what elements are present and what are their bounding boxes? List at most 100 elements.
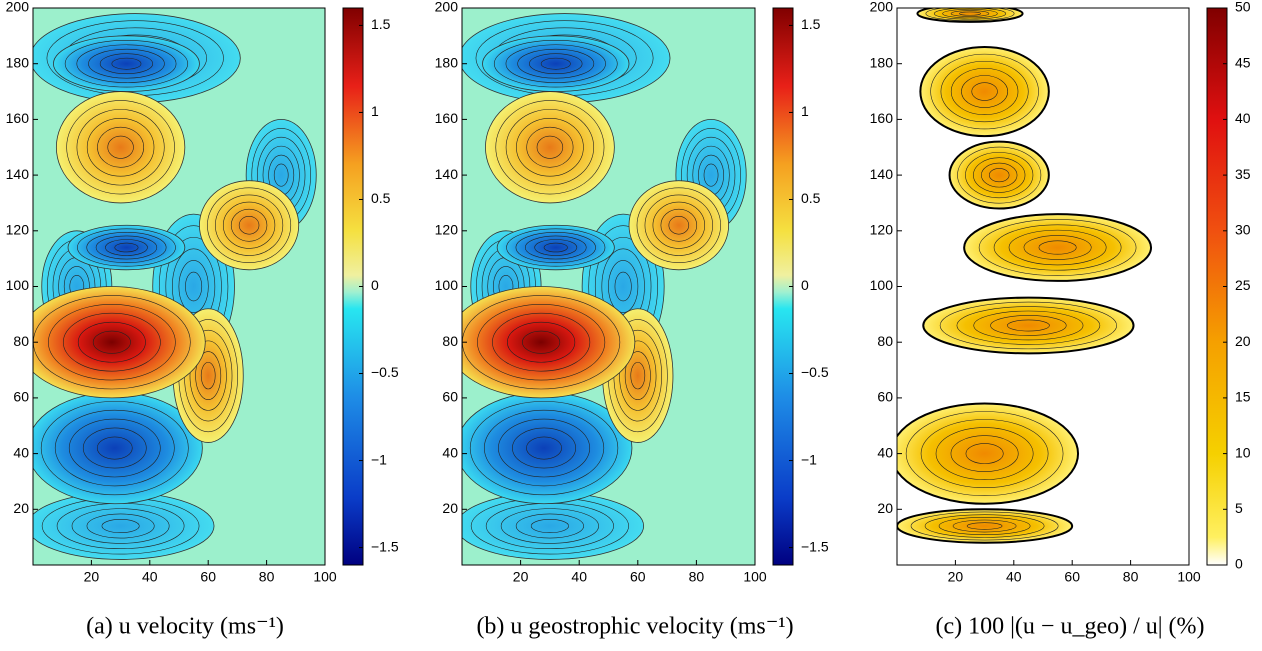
contour-line <box>993 224 1122 271</box>
contour-line <box>86 117 155 177</box>
y-tick-label: 140 <box>6 166 30 182</box>
x-tick-label: 100 <box>743 569 767 585</box>
contour-line <box>105 239 148 256</box>
contour-region <box>485 91 615 204</box>
contour-field <box>897 8 1189 565</box>
contour-line <box>483 409 605 487</box>
colorbar-tick-label: 0.5 <box>371 190 391 206</box>
contour-region <box>948 140 1050 210</box>
colorbar-tick-label: −1 <box>371 451 387 467</box>
contour-line <box>77 321 146 363</box>
y-tick-label: 140 <box>870 166 894 182</box>
contour-line <box>939 301 1118 350</box>
contour-line <box>920 419 1049 488</box>
colorbar-tick-label: 1.5 <box>801 16 821 32</box>
contour-region <box>963 213 1153 282</box>
contour-line <box>526 126 574 168</box>
contour-line <box>273 163 289 187</box>
contour-line <box>668 216 690 235</box>
contour-line <box>40 400 189 496</box>
contour-line <box>97 126 145 168</box>
contour-region <box>897 508 1074 544</box>
panel: 20 40 60 80 100 20 40 60 80 100 120 140 160 180 200 0 5 1… <box>870 0 1251 640</box>
x-tick-label: 20 <box>84 569 100 585</box>
contour-line <box>965 443 1004 464</box>
contour-line <box>942 8 998 19</box>
contour-line <box>516 117 584 177</box>
colorbar-tick-label: 50 <box>1235 0 1251 15</box>
y-tick-label: 120 <box>6 222 30 238</box>
contour-line <box>493 40 618 88</box>
y-tick-label: 160 <box>6 110 30 126</box>
x-tick-label: 40 <box>142 569 158 585</box>
x-tick-label: 60 <box>1064 569 1080 585</box>
contour-line <box>68 418 161 478</box>
caption: (a) u velocity (ms⁻¹) <box>86 614 284 640</box>
colorbar-tick-label: −1.5 <box>801 538 829 554</box>
contour-line <box>644 194 713 256</box>
contour-line <box>71 508 170 544</box>
contour-line <box>608 260 639 313</box>
contour-region <box>482 35 630 92</box>
contour-line <box>506 228 606 267</box>
contour-line <box>95 235 158 260</box>
contour-line <box>660 208 698 242</box>
contour-line <box>86 513 155 539</box>
contour-line <box>200 361 216 390</box>
contour-line <box>973 310 1084 341</box>
contour-line <box>238 216 260 235</box>
contour-line <box>48 304 176 381</box>
contour-line <box>925 8 1015 21</box>
y-tick-label: 160 <box>870 110 894 126</box>
panel: 20 40 60 80 100 20 40 60 80 100 120 140 160 180 200 −1.… <box>6 0 399 640</box>
contour-line <box>215 194 284 256</box>
y-tick-label: 20 <box>13 500 29 516</box>
contour-line <box>185 271 203 302</box>
contour-line <box>88 48 165 79</box>
contour-line <box>1008 229 1107 266</box>
contour-line <box>76 44 177 83</box>
colorbar-tick-label: 1.5 <box>371 16 391 32</box>
colorbar-tick-label: −0.5 <box>371 364 399 380</box>
y-tick-label: 100 <box>870 277 894 293</box>
contour-region <box>33 391 203 505</box>
y-tick-label: 120 <box>435 222 459 238</box>
contour-region <box>53 35 200 92</box>
contour-line <box>230 208 268 242</box>
contour-line <box>512 427 576 469</box>
colorbar-tick-label: 45 <box>1235 54 1251 70</box>
contour-line <box>507 321 576 363</box>
contour-line <box>624 351 651 400</box>
contour-line <box>76 109 165 186</box>
contour-line <box>492 312 591 372</box>
colorbar-tick-label: 1 <box>801 103 809 119</box>
contour-line <box>536 135 564 159</box>
colorbar-tick-label: 10 <box>1235 444 1251 460</box>
contour-line <box>938 517 1031 535</box>
contour-region <box>462 391 633 505</box>
contour-line <box>524 235 587 260</box>
contour-line <box>959 11 981 16</box>
contour-region <box>919 45 1050 138</box>
contour-line <box>950 10 990 17</box>
colorbar-tick-label: 15 <box>1235 389 1251 405</box>
y-tick-label: 100 <box>435 277 459 293</box>
contour-line <box>961 75 1009 108</box>
contour-line <box>477 304 606 381</box>
contour-line <box>82 427 147 469</box>
contour-line <box>1023 235 1092 260</box>
y-tick-label: 140 <box>435 166 459 182</box>
colorbar-tick-label: 35 <box>1235 166 1251 182</box>
colorbar-tick-label: 0 <box>801 277 809 293</box>
contour-region <box>496 224 615 271</box>
contour-line <box>957 146 1042 204</box>
contour-line <box>526 436 562 460</box>
colorbar-tick-label: 0 <box>1235 556 1243 572</box>
contour-line <box>529 53 583 75</box>
contour-line <box>111 57 142 70</box>
contour-line <box>973 157 1026 193</box>
contour-line <box>522 330 561 354</box>
colorbar-tick-label: −1.5 <box>371 538 399 554</box>
colorbar-tick-label: −1 <box>801 451 817 467</box>
contour-line <box>935 427 1034 480</box>
